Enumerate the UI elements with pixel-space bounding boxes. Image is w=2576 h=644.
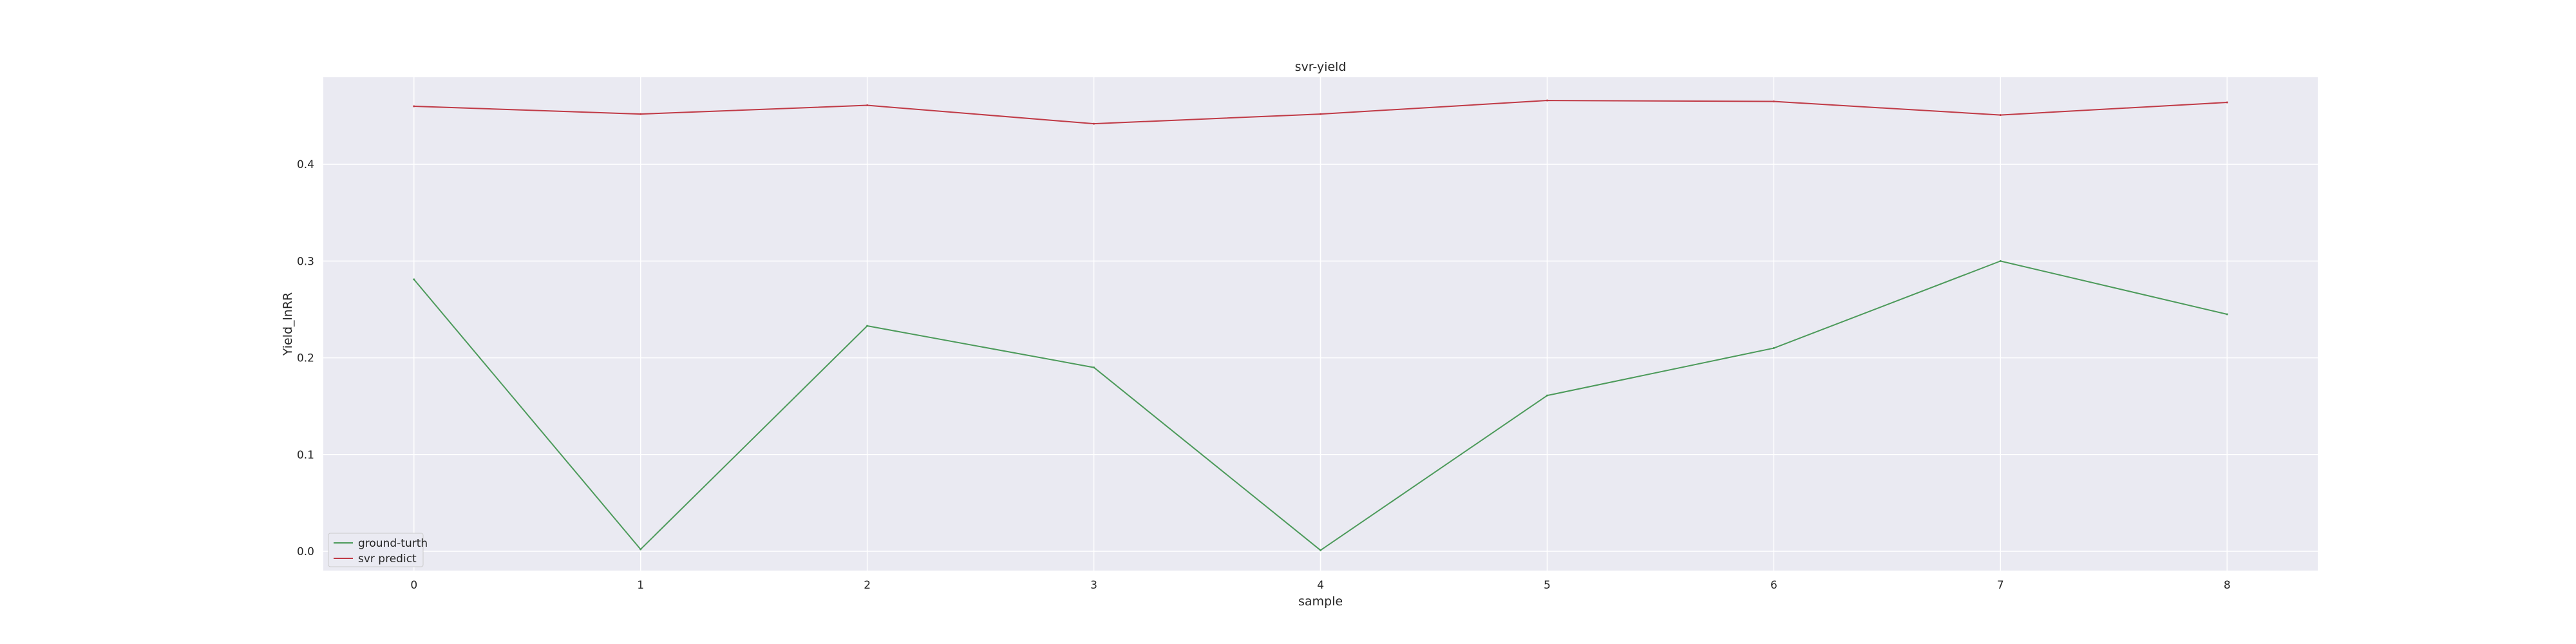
x-tick-label: 5 — [1544, 579, 1551, 592]
data-point-ground-turth — [1999, 260, 2002, 262]
y-tick-label: 0.2 — [297, 352, 314, 365]
data-point-svr-predict — [2226, 101, 2228, 104]
x-tick-label: 8 — [2224, 579, 2231, 592]
x-tick-label: 1 — [637, 579, 644, 592]
data-point-svr-predict — [1546, 99, 1548, 102]
data-point-ground-turth — [866, 325, 869, 327]
y-tick-label: 0.4 — [297, 158, 314, 171]
y-tick-label: 0.3 — [297, 255, 314, 268]
y-tick-label: 0.1 — [297, 449, 314, 462]
data-point-svr-predict — [1772, 100, 1775, 103]
data-point-ground-turth — [413, 278, 415, 281]
y-axis-label: Yield_lnRR — [281, 292, 295, 356]
data-point-ground-turth — [1093, 366, 1095, 369]
data-point-svr-predict — [1093, 122, 1095, 125]
x-tick-label: 6 — [1770, 579, 1777, 592]
data-point-svr-predict — [1999, 114, 2002, 117]
y-tick-label: 0.0 — [297, 545, 314, 558]
data-point-svr-predict — [413, 105, 415, 108]
x-axis-label: sample — [1298, 594, 1343, 609]
data-point-ground-turth — [1546, 394, 1548, 397]
x-tick-label: 2 — [864, 579, 871, 592]
data-point-ground-turth — [1320, 549, 1321, 551]
legend: ground-turth svr predict — [328, 533, 428, 567]
data-point-svr-predict — [639, 113, 642, 115]
data-point-ground-turth — [2226, 313, 2228, 316]
data-point-ground-turth — [639, 548, 642, 551]
x-tick-label: 3 — [1090, 579, 1097, 592]
x-tick-label: 7 — [1997, 579, 2004, 592]
legend-label-svr-predict: svr predict — [358, 553, 417, 565]
data-point-svr-predict — [866, 104, 869, 107]
chart-title: svr-yield — [1295, 60, 1347, 74]
legend-label-ground-turth: ground-turth — [358, 537, 428, 550]
x-tick-label: 4 — [1317, 579, 1324, 592]
x-tick-label: 0 — [410, 579, 417, 592]
data-point-ground-turth — [1772, 347, 1775, 350]
data-point-svr-predict — [1320, 113, 1321, 115]
